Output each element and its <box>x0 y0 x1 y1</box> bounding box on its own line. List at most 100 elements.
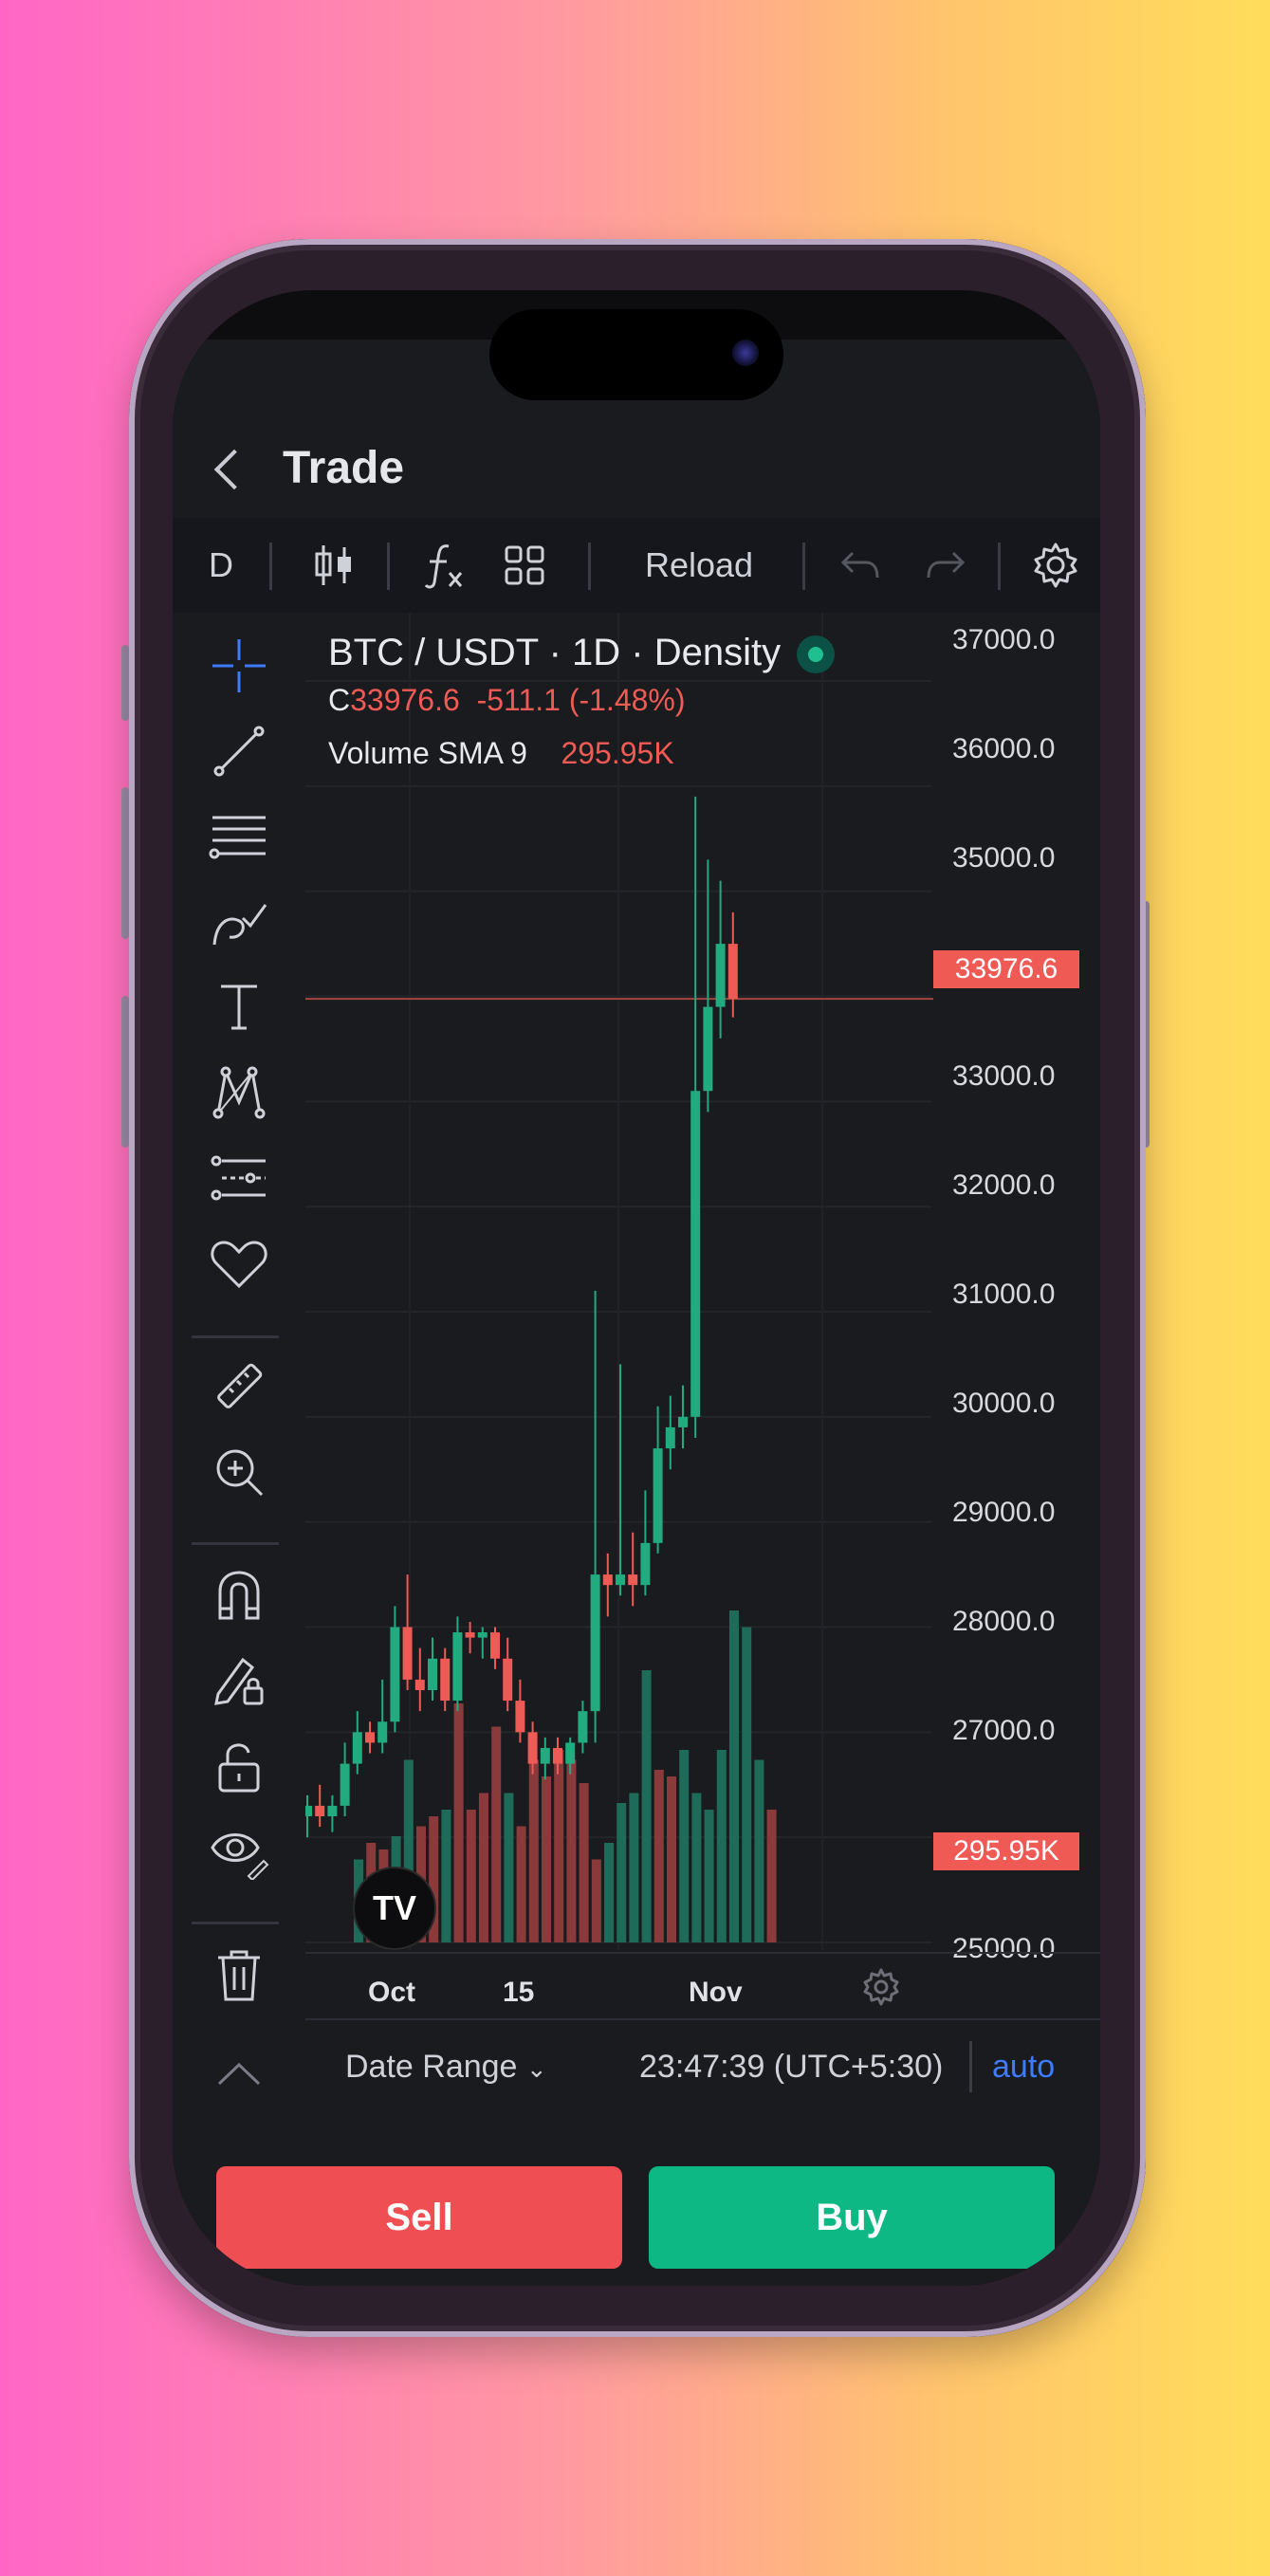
candle-body <box>428 1658 437 1690</box>
toolbar-divider <box>387 543 390 590</box>
volume-value: 295.95K <box>561 736 674 770</box>
price-tick: 36000.0 <box>952 733 1056 764</box>
volume-tag: 295.95K <box>933 1832 1079 1870</box>
fib-lines-icon[interactable] <box>205 802 273 871</box>
candle-body <box>402 1627 413 1680</box>
volume-bar <box>566 1759 577 1942</box>
close-value: 33976.6 <box>350 683 460 717</box>
candle-style-icon[interactable] <box>296 518 372 613</box>
volume-bar <box>691 1793 702 1942</box>
price-tick: 37000.0 <box>952 624 1056 655</box>
volume-bar <box>528 1759 539 1942</box>
volume-bar <box>653 1770 664 1942</box>
trash-icon[interactable] <box>205 1941 273 2009</box>
candle-body <box>690 1091 701 1417</box>
candle-body <box>365 1732 375 1743</box>
indicators-icon[interactable] <box>410 518 476 613</box>
ruler-icon[interactable] <box>205 1352 273 1421</box>
volume-bar <box>491 1726 502 1942</box>
magnet-icon[interactable] <box>205 1561 273 1629</box>
volume-bar <box>542 1776 551 1942</box>
candle-body <box>465 1632 475 1638</box>
price-tick: 31000.0 <box>952 1279 1056 1310</box>
chevron-down-icon: ⌄ <box>525 2054 547 2083</box>
tools-divider <box>192 1542 279 1545</box>
drawing-tools-sidebar <box>173 613 305 2111</box>
text-tool-icon[interactable] <box>205 973 273 1041</box>
candle-body <box>414 1679 425 1690</box>
candle-body <box>703 1006 713 1092</box>
hide-drawings-eye-icon[interactable] <box>205 1817 273 1886</box>
date-range-dropdown[interactable]: Date Range ⌄ <box>345 2049 547 2086</box>
clock-timezone[interactable]: 23:47:39 (UTC+5:30) <box>639 2049 944 2085</box>
price-change: -511.1 (-1.48%) <box>476 683 686 717</box>
page-title: Trade <box>283 443 405 493</box>
interval-button[interactable]: D <box>209 545 233 584</box>
candle-body <box>452 1632 463 1702</box>
candle-body <box>616 1574 625 1586</box>
more-tools-icon[interactable] <box>205 2054 273 2092</box>
time-tick: Nov <box>689 1977 743 2008</box>
undo-icon[interactable] <box>827 518 893 613</box>
favorites-heart-icon[interactable] <box>205 1229 273 1297</box>
settings-gear-icon[interactable] <box>1022 518 1089 613</box>
zoom-in-icon[interactable] <box>205 1438 273 1506</box>
volume-bar <box>629 1793 639 1942</box>
date-bar-divider <box>969 2041 972 2092</box>
ohlc-legend: C33976.6 -511.1 (-1.48%) <box>328 683 686 718</box>
date-range-bar: Date Range ⌄ 23:47:39 (UTC+5:30) auto <box>305 2018 1100 2115</box>
toolbar-divider <box>588 543 591 590</box>
trend-line-icon[interactable] <box>205 717 273 785</box>
candle-body <box>515 1701 525 1733</box>
axis-settings-icon[interactable] <box>861 1967 901 2012</box>
market-status-dot <box>797 635 835 673</box>
back-chevron-icon[interactable] <box>213 449 255 490</box>
candle-body <box>305 1805 312 1816</box>
buy-button[interactable]: Buy <box>649 2166 1055 2269</box>
lock-drawings-icon[interactable] <box>205 1647 273 1715</box>
candle-body <box>590 1574 600 1712</box>
price-chart[interactable] <box>305 613 1100 1950</box>
toolbar-divider <box>802 543 805 590</box>
volume-bar <box>604 1843 614 1942</box>
volume-bar <box>729 1610 739 1942</box>
redo-icon[interactable] <box>912 518 979 613</box>
candle-body <box>477 1632 488 1638</box>
candle-body <box>553 1747 562 1764</box>
volume-bar <box>403 1759 414 1942</box>
candle-body <box>327 1805 338 1816</box>
candle-body <box>527 1732 538 1764</box>
camera-icon <box>732 340 759 366</box>
auto-scale-toggle[interactable]: auto <box>992 2049 1056 2085</box>
brush-icon[interactable] <box>205 888 273 956</box>
trade-app: Trade D Reload <box>173 340 1100 2286</box>
unlock-icon[interactable] <box>205 1732 273 1800</box>
layout-grid-icon[interactable] <box>491 518 558 613</box>
price-tick: 27000.0 <box>952 1715 1056 1746</box>
candle-body <box>352 1732 362 1764</box>
price-tick: 28000.0 <box>952 1606 1056 1637</box>
candle-body <box>565 1742 576 1764</box>
toolbar-divider <box>269 543 272 590</box>
tradingview-logo[interactable]: TV <box>353 1867 436 1950</box>
candle-body <box>628 1574 638 1586</box>
volume-bar <box>704 1810 714 1942</box>
sell-button[interactable]: Sell <box>216 2166 622 2269</box>
volume-bar <box>504 1793 514 1942</box>
reload-button[interactable]: Reload <box>644 545 754 584</box>
volume-bar <box>579 1783 589 1942</box>
pattern-tool-icon[interactable] <box>205 1058 273 1127</box>
close-prefix: C <box>328 683 351 717</box>
volume-bar <box>716 1750 727 1942</box>
phone-screen: Trade D Reload <box>173 290 1100 2286</box>
crosshair-icon[interactable] <box>205 632 273 700</box>
volume-bar <box>766 1810 777 1942</box>
candle-body <box>665 1426 675 1449</box>
header: Trade <box>173 389 1100 514</box>
candle-body <box>653 1448 663 1543</box>
price-tick: 29000.0 <box>952 1497 1056 1528</box>
price-tick: 33000.0 <box>952 1060 1056 1092</box>
prediction-tool-icon[interactable] <box>205 1144 273 1212</box>
candle-body <box>727 944 738 1000</box>
candle-body <box>640 1542 651 1586</box>
